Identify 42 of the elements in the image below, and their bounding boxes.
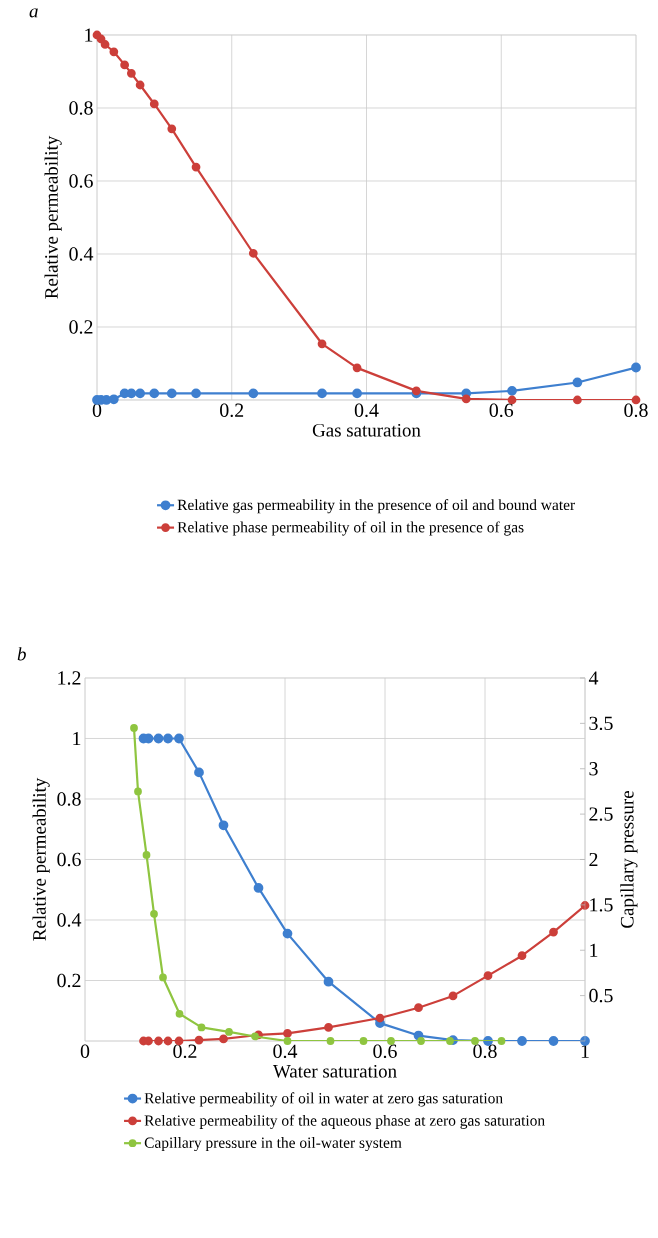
legend-label: Relative phase permeability of oil in the presence of gas [177,521,524,536]
y-tick-label: 0.6 [57,852,81,867]
y2-tick-label: 1.5 [590,898,613,912]
x-tick-label: 0 [80,1044,90,1058]
chart-title: b [17,647,26,661]
y2-tick-label: 2.5 [589,807,613,821]
legend-label: Relative permeability of oil in water at zero gas saturation [144,1092,503,1107]
x-tick-label: 1 [581,1044,589,1058]
y-tick-label: 0.6 [69,174,93,188]
y-tick-label: 0.8 [57,792,81,806]
y-tick-label: 1 [85,28,93,42]
y2-tick-label: 1 [590,943,598,957]
x-tick-label: 0.2 [220,403,244,418]
x-tick-label: 0.6 [373,1044,397,1059]
x-axis-title: Water saturation [272,1064,397,1078]
y-tick-label: 0.2 [69,320,93,334]
y-tick-label: 0.8 [69,101,93,115]
chart-title: a [29,8,38,18]
x-tick-label: 0 [92,403,102,417]
y2-axis-title: Capillary pressure [620,791,638,928]
legend-label: Capillary pressure in the oil-water system [144,1137,402,1152]
y-tick-label: 0.4 [57,913,82,927]
y2-tick-label: 2 [589,852,598,867]
legend-label: Relative permeability of the aqueous phase at zero gas saturation [144,1114,545,1129]
legend-label: Relative gas permeability in the presence of oil and bound water [177,499,575,514]
y-axis-title: Relative permeability [44,135,62,299]
y2-tick-label: 0.5 [589,988,613,1003]
y-tick-label: 1.2 [58,671,81,685]
x-tick-label: 0.8 [473,1044,497,1059]
y-axis-title: Relative permeability [32,777,50,941]
x-tick-label: 0.8 [624,403,648,418]
x-tick-label: 0.2 [173,1044,197,1059]
y2-tick-label: 3 [589,762,598,776]
x-tick-label: 0.4 [273,1044,298,1059]
y-tick-label: 0.4 [69,247,94,261]
y-tick-label: 1 [73,731,81,746]
x-tick-label: 0.6 [489,403,514,418]
x-tick-label: 0.4 [354,403,379,418]
x-axis-title: Gas saturation [312,423,421,437]
y2-tick-label: 4 [588,671,599,685]
y-tick-label: 0.2 [57,973,81,988]
y2-tick-label: 3.5 [589,716,613,731]
